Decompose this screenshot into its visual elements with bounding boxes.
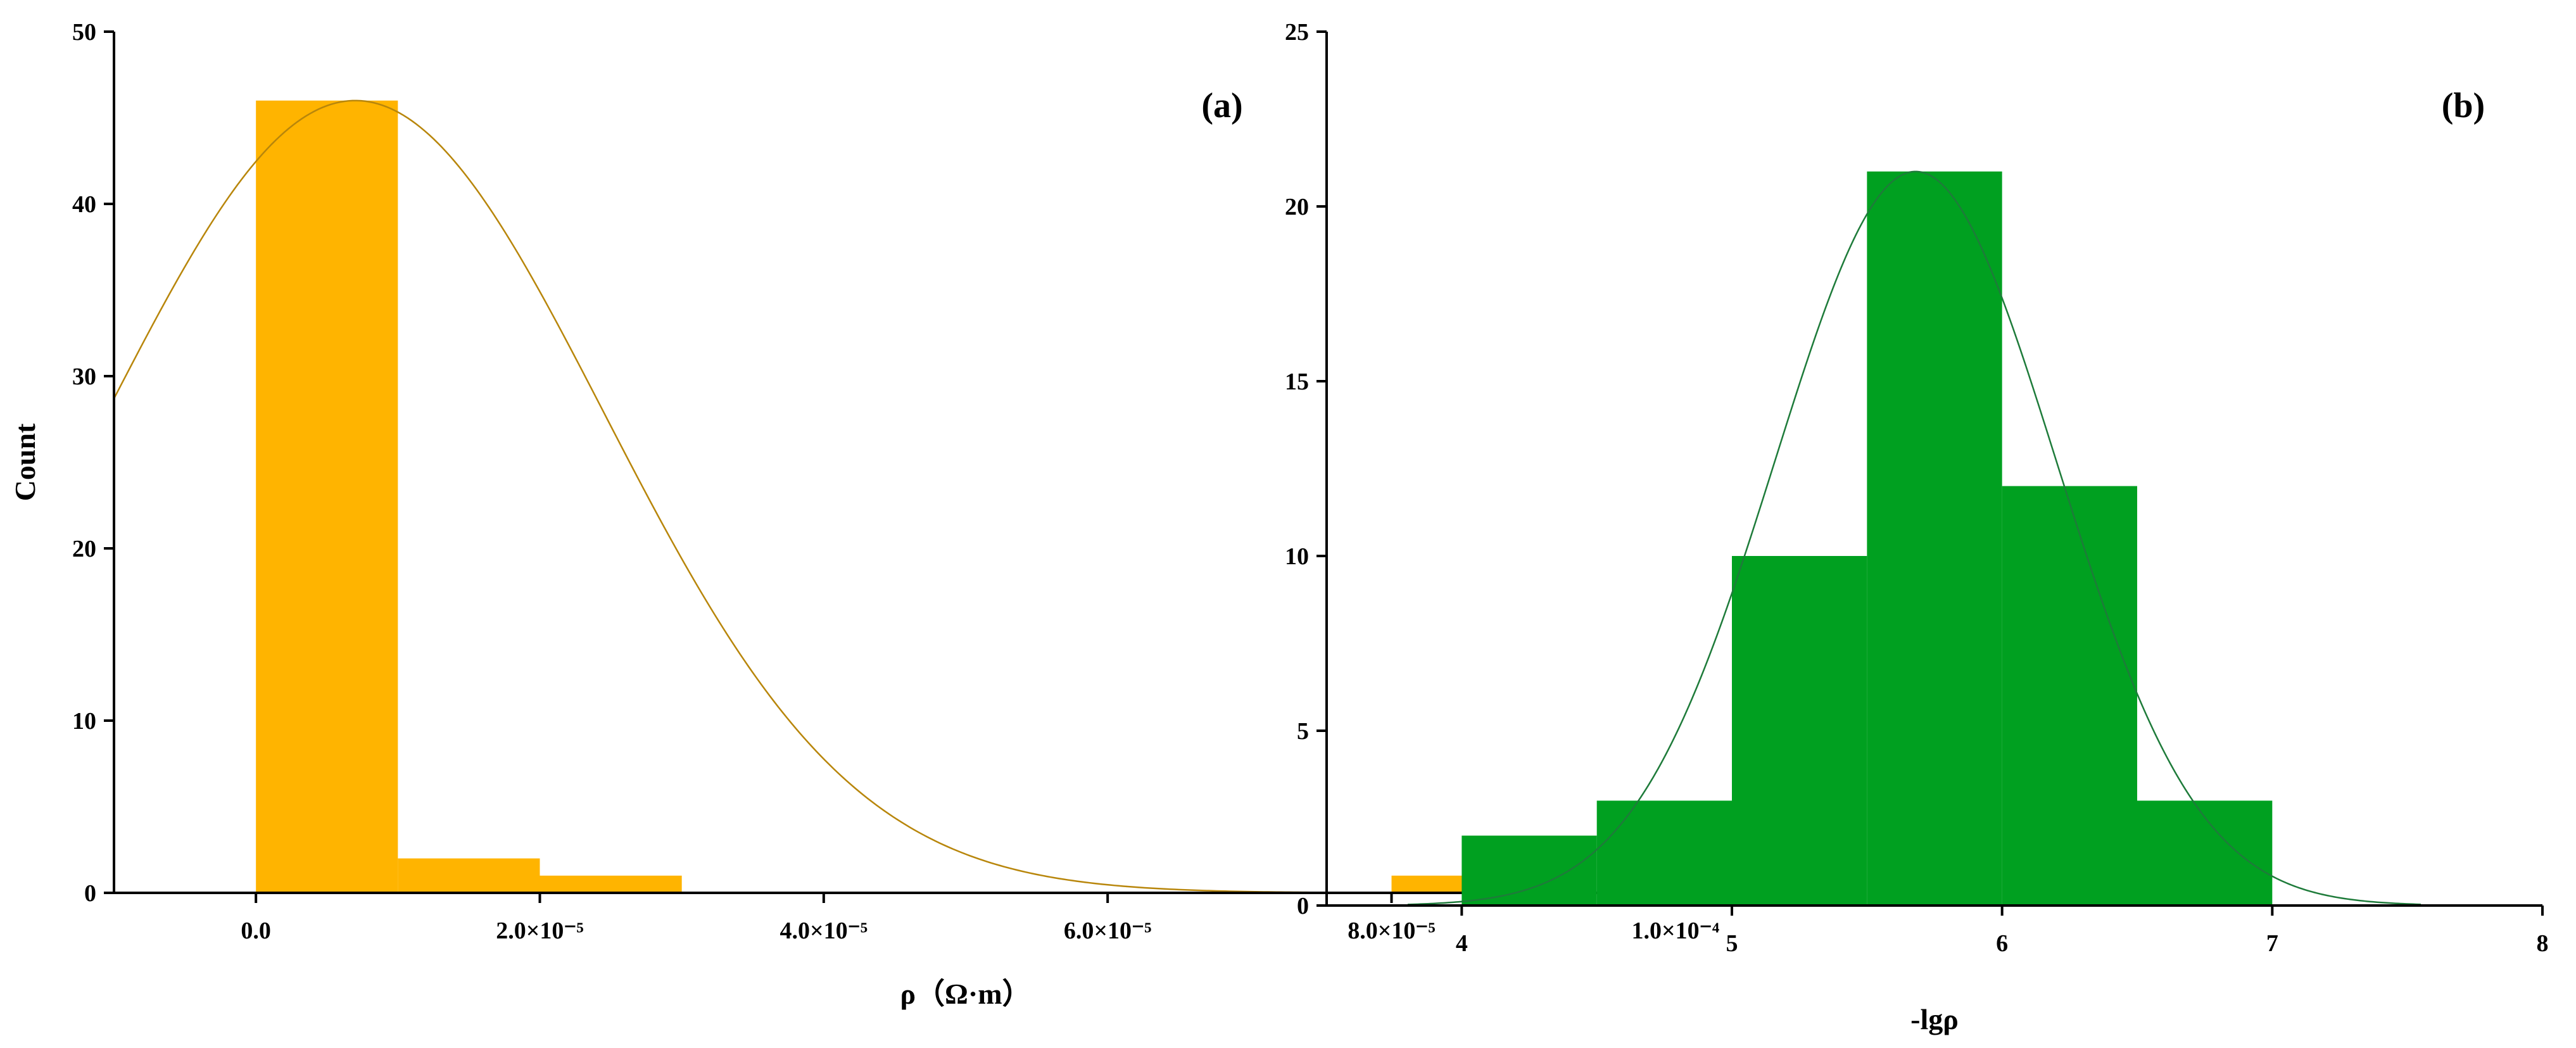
y-tick-label: 10 — [1285, 543, 1309, 570]
x-tick-label: 8.0×10⁻⁵ — [1348, 918, 1436, 944]
y-tick-label: 40 — [72, 191, 96, 218]
y-tick-label: 0 — [1297, 893, 1309, 919]
y-tick-label: 30 — [72, 363, 96, 390]
x-tick-label: 1.0×10⁻⁴ — [1632, 918, 1720, 944]
chart-panel-b: 4 5 6 7 8 0 5 10 15 20 25 -lgρ (b) — [1285, 19, 2549, 1035]
x-tick-label: 7 — [2266, 930, 2278, 957]
normal-fit-curve — [1407, 170, 2421, 906]
x-tick-label: 6.0×10⁻⁵ — [1064, 918, 1152, 944]
histogram-bar — [540, 875, 682, 893]
y-tick-label: 25 — [1285, 19, 1309, 46]
x-tick-label: 4.0×10⁻⁵ — [780, 918, 868, 944]
x-tick-label: 8 — [2537, 930, 2549, 957]
x-tick-label: 5 — [1726, 930, 1738, 957]
y-tick-label: 15 — [1285, 369, 1309, 395]
histogram-bar — [398, 858, 540, 893]
y-tick-label: 0 — [84, 880, 96, 907]
histogram-bar — [1732, 556, 1867, 906]
y-tick-label: 10 — [72, 708, 96, 735]
histogram-bar — [1462, 835, 1597, 906]
histogram-bar — [256, 100, 398, 893]
panel-label: (a) — [1201, 86, 1242, 125]
histogram-bar — [2002, 486, 2137, 906]
y-tick-label: 20 — [72, 536, 96, 562]
y-tick-label: 20 — [1285, 194, 1309, 220]
y-tick-label: 50 — [72, 19, 96, 46]
x-tick-label: 0.0 — [241, 918, 271, 944]
x-tick-label: 4 — [1456, 930, 1468, 957]
y-axis-title: Count — [9, 423, 41, 501]
x-axis-title: ρ（Ω·m） — [900, 978, 1031, 1010]
histogram-bar — [1867, 171, 2002, 906]
histogram-bar — [1596, 800, 1732, 906]
panel-label: (b) — [2442, 86, 2485, 125]
x-axis-title: -lgρ — [1910, 1003, 1959, 1035]
x-tick-label: 2.0×10⁻⁵ — [496, 918, 584, 944]
y-tick-label: 5 — [1297, 718, 1309, 745]
x-tick-label: 6 — [1996, 930, 2008, 957]
